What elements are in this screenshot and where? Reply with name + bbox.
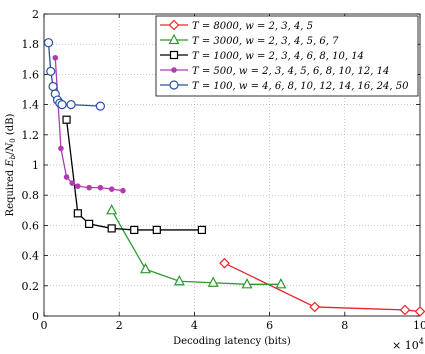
data-point xyxy=(309,301,321,313)
series-4 xyxy=(43,38,106,111)
data-point xyxy=(152,225,161,235)
data-point xyxy=(241,278,253,289)
data-point xyxy=(52,54,59,61)
legend-entry: T = 100, w = 4, 6, 8, 10, 12, 14, 16, 24… xyxy=(160,80,409,92)
series-0 xyxy=(219,257,425,317)
data-point xyxy=(43,38,54,48)
legend-entry: T = 8000, w = 2, 3, 4, 5 xyxy=(160,19,313,32)
y-tick-label: 0.4 xyxy=(22,250,40,263)
data-point xyxy=(48,81,58,92)
y-tick-label: 1.6 xyxy=(22,68,40,81)
series xyxy=(43,38,425,317)
data-point xyxy=(173,274,185,286)
x-axis-multiplier: × 104 xyxy=(392,337,424,352)
data-point xyxy=(86,184,92,191)
x-tick-label: 10 xyxy=(413,319,425,332)
series-line xyxy=(54,57,124,192)
data-point xyxy=(46,66,56,76)
x-axis-label: Decoding latency (bits) xyxy=(173,336,291,347)
data-point xyxy=(63,174,70,180)
legend-label: T = 8000, w = 2, 3, 4, 5 xyxy=(192,21,313,32)
data-point xyxy=(85,219,94,228)
data-point xyxy=(197,225,207,235)
legend-label: T = 500, w = 2, 3, 4, 5, 6, 8, 10, 12, 1… xyxy=(192,66,389,77)
y-tick-label: 0.6 xyxy=(22,219,40,232)
data-point xyxy=(275,278,287,289)
legend-entry: T = 1000, w = 2, 3, 4, 6, 8, 10, 14 xyxy=(160,50,364,62)
data-point xyxy=(207,276,219,287)
data-point xyxy=(106,204,118,215)
data-point xyxy=(130,225,139,235)
data-point xyxy=(97,184,104,191)
x-tick-label: 0 xyxy=(41,319,48,332)
legend-label: T = 100, w = 4, 6, 8, 10, 12, 14, 16, 24… xyxy=(192,81,409,92)
series-line xyxy=(65,119,202,231)
y-tick-label: 2 xyxy=(32,8,39,21)
data-point xyxy=(414,306,425,317)
legend-entry: T = 3000, w = 2, 3, 4, 5, 6, 7 xyxy=(160,33,339,47)
x-tick-label: 4 xyxy=(191,319,198,332)
series-1 xyxy=(106,204,287,289)
data-point xyxy=(57,99,67,110)
y-tick-label: 1.2 xyxy=(22,129,40,142)
data-point xyxy=(69,180,76,186)
x-tick-label: 8 xyxy=(341,319,348,332)
series-line xyxy=(224,262,421,313)
data-point xyxy=(58,145,64,152)
data-point xyxy=(95,101,106,111)
legend-marker xyxy=(169,50,179,60)
y-axis-label: Required Eb/N0 (dB) xyxy=(5,113,17,216)
data-point xyxy=(108,186,115,192)
data-point xyxy=(75,183,81,189)
legend-marker xyxy=(168,19,180,31)
y-tick-label: 0.2 xyxy=(22,280,40,293)
data-point xyxy=(107,224,116,233)
data-point xyxy=(219,257,230,269)
axis-ticks: 0 2 4 6 8 10 0 0.2 0.4 0.6 0.8 1 1.2 1.4 1.6 1.8 2 xyxy=(22,8,425,332)
legend-entry: T = 500, w = 2, 3, 4, 5, 6, 8, 10, 12, 1… xyxy=(160,66,389,77)
series-3 xyxy=(52,54,126,194)
data-point xyxy=(66,99,76,110)
y-tick-label: 0 xyxy=(32,310,39,323)
data-point xyxy=(399,304,411,316)
y-tick-label: 0.8 xyxy=(22,189,40,202)
x-tick-label: 2 xyxy=(116,319,123,332)
legend: T = 8000, w = 2, 3, 4, 5 T = 3000, w = 2,… xyxy=(155,15,419,97)
y-tick-label: 1 xyxy=(32,159,39,172)
legend-marker xyxy=(168,33,180,45)
data-point xyxy=(73,209,82,218)
y-tick-label: 1.8 xyxy=(22,38,40,51)
legend-box xyxy=(155,15,419,97)
data-point xyxy=(140,262,152,274)
legend-label: T = 1000, w = 2, 3, 4, 6, 8, 10, 14 xyxy=(192,51,364,62)
series-line xyxy=(111,209,281,285)
legend-label: T = 3000, w = 2, 3, 4, 5, 6, 7 xyxy=(192,36,339,47)
y-tick-label: 1.4 xyxy=(22,99,40,112)
series-2 xyxy=(62,115,207,235)
data-point xyxy=(62,115,71,124)
x-tick-label: 6 xyxy=(266,319,273,332)
legend-marker xyxy=(171,67,177,73)
legend-marker xyxy=(169,80,179,90)
data-point xyxy=(120,187,126,194)
